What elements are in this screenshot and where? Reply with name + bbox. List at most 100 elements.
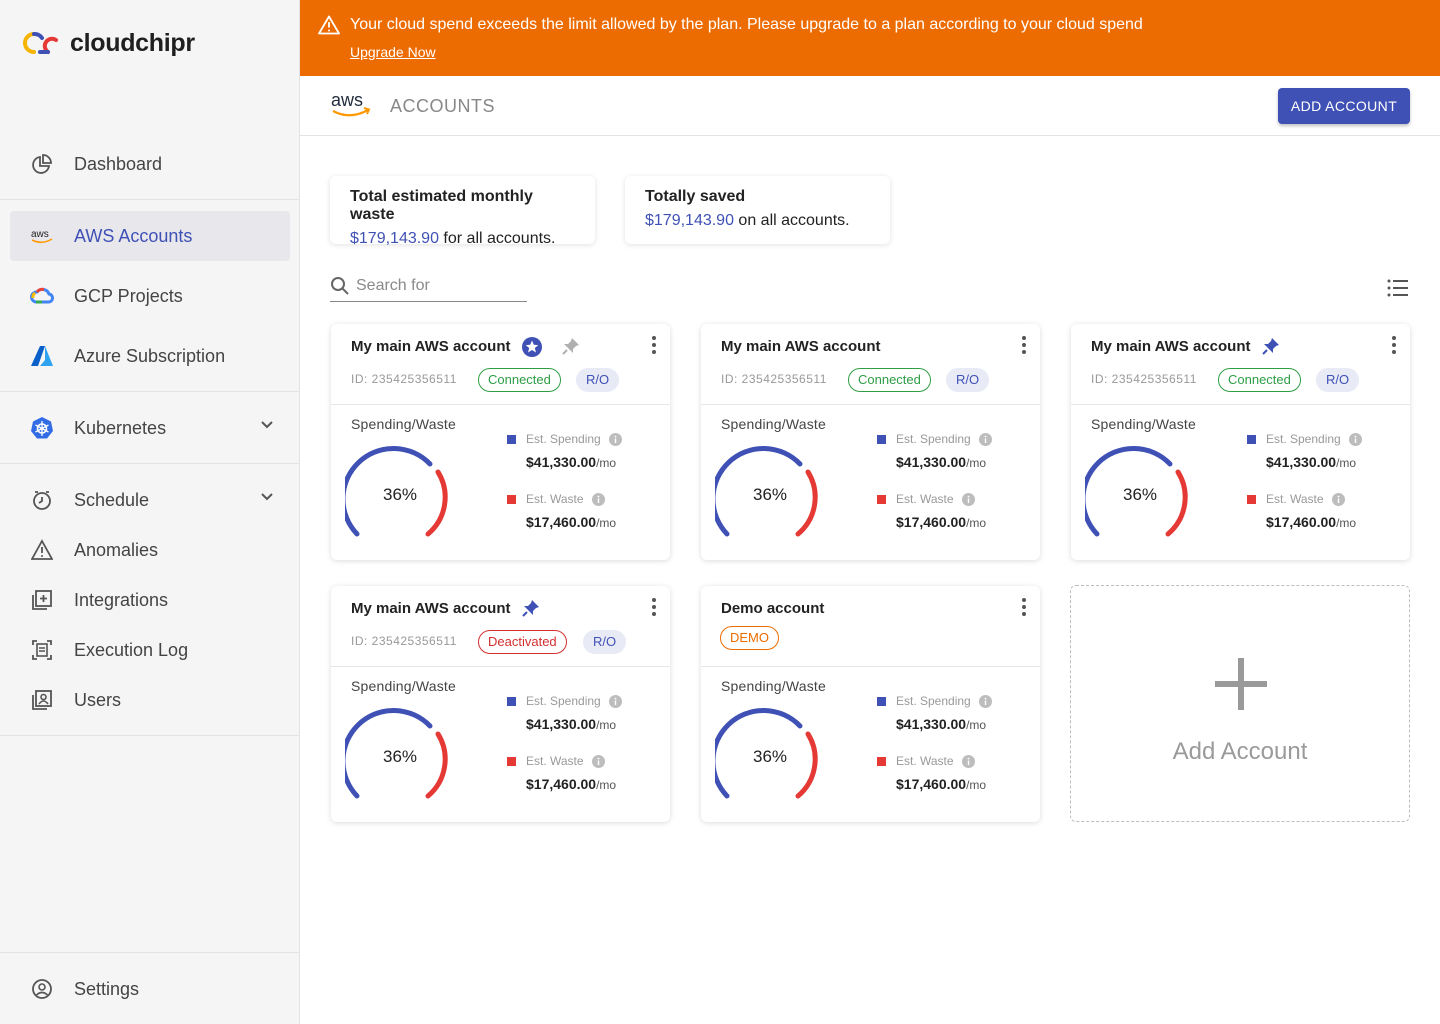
legend-label: Est. Waste — [526, 754, 584, 768]
spending-waste-gauge: 36% — [345, 707, 448, 799]
sidebar-item-anomalies[interactable]: Anomalies — [0, 525, 300, 575]
legend-label: Est. Spending — [896, 432, 971, 446]
pin-icon[interactable] — [1261, 336, 1281, 356]
account-card[interactable]: My main AWS account ID: 235425356511 Con… — [331, 324, 670, 560]
sidebar-item-settings[interactable]: Settings — [0, 964, 300, 1014]
gauge-percent: 36% — [1123, 485, 1157, 504]
sidebar-item-kubernetes[interactable]: Kubernetes — [0, 403, 300, 453]
info-icon[interactable] — [1331, 492, 1345, 506]
sidebar-item-label: Dashboard — [74, 153, 163, 174]
waste-value: $17,460.00 — [896, 514, 967, 530]
legend-label: Est. Spending — [1266, 432, 1341, 446]
account-card[interactable]: Demo account DEMO Spending/Waste 36% Est… — [701, 586, 1040, 822]
account-name: My main AWS account — [721, 338, 881, 355]
unit-label: /mo — [966, 778, 987, 792]
summary-amount: $179,143.90 — [350, 230, 439, 247]
legend-waste: Est. Waste $17,460.00/mo — [507, 754, 616, 792]
brand-logo[interactable]: cloudchipr — [20, 28, 195, 58]
more-options-icon[interactable] — [652, 598, 656, 616]
sidebar-divider — [0, 391, 300, 392]
sidebar-item-label: Execution Log — [74, 639, 189, 660]
legend-waste: Est. Waste $17,460.00/mo — [877, 492, 986, 530]
sidebar-item-label: Kubernetes — [74, 417, 167, 438]
card-divider — [1071, 404, 1410, 405]
sidebar-item-dashboard[interactable]: Dashboard — [0, 139, 300, 189]
legend-label: Est. Waste — [896, 492, 954, 506]
add-account-label: Add Account — [1172, 738, 1308, 765]
add-account-card[interactable]: Add Account — [1070, 585, 1410, 822]
sidebar: cloudchipr Dashboard aws AWS Accounts GC… — [0, 0, 300, 1024]
legend-label: Est. Waste — [1266, 492, 1324, 506]
waste-value: $17,460.00 — [526, 776, 597, 792]
spending-waste-gauge: 36% — [715, 707, 818, 799]
info-icon[interactable] — [608, 694, 622, 708]
card-divider — [701, 404, 1040, 405]
azure-icon — [30, 344, 54, 368]
account-name: Demo account — [721, 600, 825, 617]
sidebar-item-integrations[interactable]: Integrations — [0, 575, 300, 625]
waste-swatch — [1247, 494, 1256, 504]
list-view-icon[interactable] — [1386, 278, 1410, 298]
sidebar-item-azure-subscription[interactable]: Azure Subscription — [0, 331, 300, 381]
add-account-button[interactable]: ADD ACCOUNT — [1278, 88, 1410, 124]
more-options-icon[interactable] — [652, 336, 656, 354]
gauge-percent: 36% — [383, 747, 417, 766]
sidebar-item-aws-accounts[interactable]: aws AWS Accounts — [10, 211, 290, 261]
info-icon[interactable] — [608, 432, 622, 446]
search-box — [330, 272, 527, 302]
account-circle-icon — [30, 977, 54, 1001]
legend-spending: Est. Spending $41,330.00/mo — [507, 432, 622, 470]
access-badge: R/O — [946, 368, 990, 392]
sidebar-item-schedule[interactable]: Schedule — [0, 475, 300, 525]
card-divider — [331, 404, 670, 405]
sidebar-item-execution-log[interactable]: Execution Log — [0, 625, 300, 675]
upgrade-now-link[interactable]: Upgrade Now — [350, 44, 436, 60]
info-icon[interactable] — [978, 432, 992, 446]
warning-icon — [318, 15, 340, 35]
more-options-icon[interactable] — [1022, 336, 1026, 354]
info-icon[interactable] — [961, 754, 975, 768]
account-card[interactable]: My main AWS account ID: 235425356511 Dea… — [331, 586, 670, 822]
info-icon[interactable] — [591, 754, 605, 768]
info-icon[interactable] — [591, 492, 605, 506]
legend-waste: Est. Waste $17,460.00/mo — [507, 492, 616, 530]
schedule-icon — [30, 488, 54, 512]
legend-spending: Est. Spending $41,330.00/mo — [507, 694, 622, 732]
spending-waste-title: Spending/Waste — [1091, 416, 1197, 432]
pin-icon[interactable] — [561, 336, 581, 356]
info-icon[interactable] — [978, 694, 992, 708]
spending-waste-gauge: 36% — [1085, 445, 1188, 537]
account-card[interactable]: My main AWS account ID: 235425356511 Con… — [1071, 324, 1410, 560]
spending-swatch — [507, 434, 516, 444]
sidebar-item-label: Azure Subscription — [74, 345, 226, 366]
waste-swatch — [507, 494, 516, 504]
waste-swatch — [877, 756, 886, 766]
account-card[interactable]: My main AWS account ID: 235425356511 Con… — [701, 324, 1040, 560]
spend-value: $41,330.00 — [1266, 454, 1337, 470]
more-options-icon[interactable] — [1022, 598, 1026, 616]
summary-title: Total estimated monthly waste — [350, 188, 533, 223]
spending-waste-title: Spending/Waste — [721, 678, 827, 694]
summary-detail: $179,143.90 for all accounts. — [350, 230, 575, 248]
search-input[interactable] — [356, 274, 524, 298]
banner-message: Your cloud spend exceeds the limit allow… — [350, 16, 1143, 33]
execution-log-icon — [30, 638, 54, 662]
chevron-down-icon[interactable] — [260, 420, 274, 430]
gauge-percent: 36% — [383, 485, 417, 504]
more-options-icon[interactable] — [1392, 336, 1396, 354]
sidebar-item-users[interactable]: Users — [0, 675, 300, 725]
legend-waste: Est. Waste $17,460.00/mo — [877, 754, 986, 792]
demo-badge: DEMO — [720, 626, 779, 650]
info-icon[interactable] — [961, 492, 975, 506]
sidebar-divider — [0, 735, 300, 736]
card-divider — [331, 666, 670, 667]
chevron-down-icon[interactable] — [260, 492, 274, 502]
pin-icon[interactable] — [521, 598, 541, 618]
kubernetes-icon — [30, 416, 54, 440]
star-badge-icon[interactable] — [521, 336, 543, 358]
totally-saved-card: Totally saved $179,143.90 on all account… — [625, 176, 890, 244]
legend-waste: Est. Waste $17,460.00/mo — [1247, 492, 1356, 530]
sidebar-item-gcp-projects[interactable]: GCP Projects — [0, 271, 300, 321]
summary-amount: $179,143.90 — [645, 212, 734, 229]
info-icon[interactable] — [1348, 432, 1362, 446]
